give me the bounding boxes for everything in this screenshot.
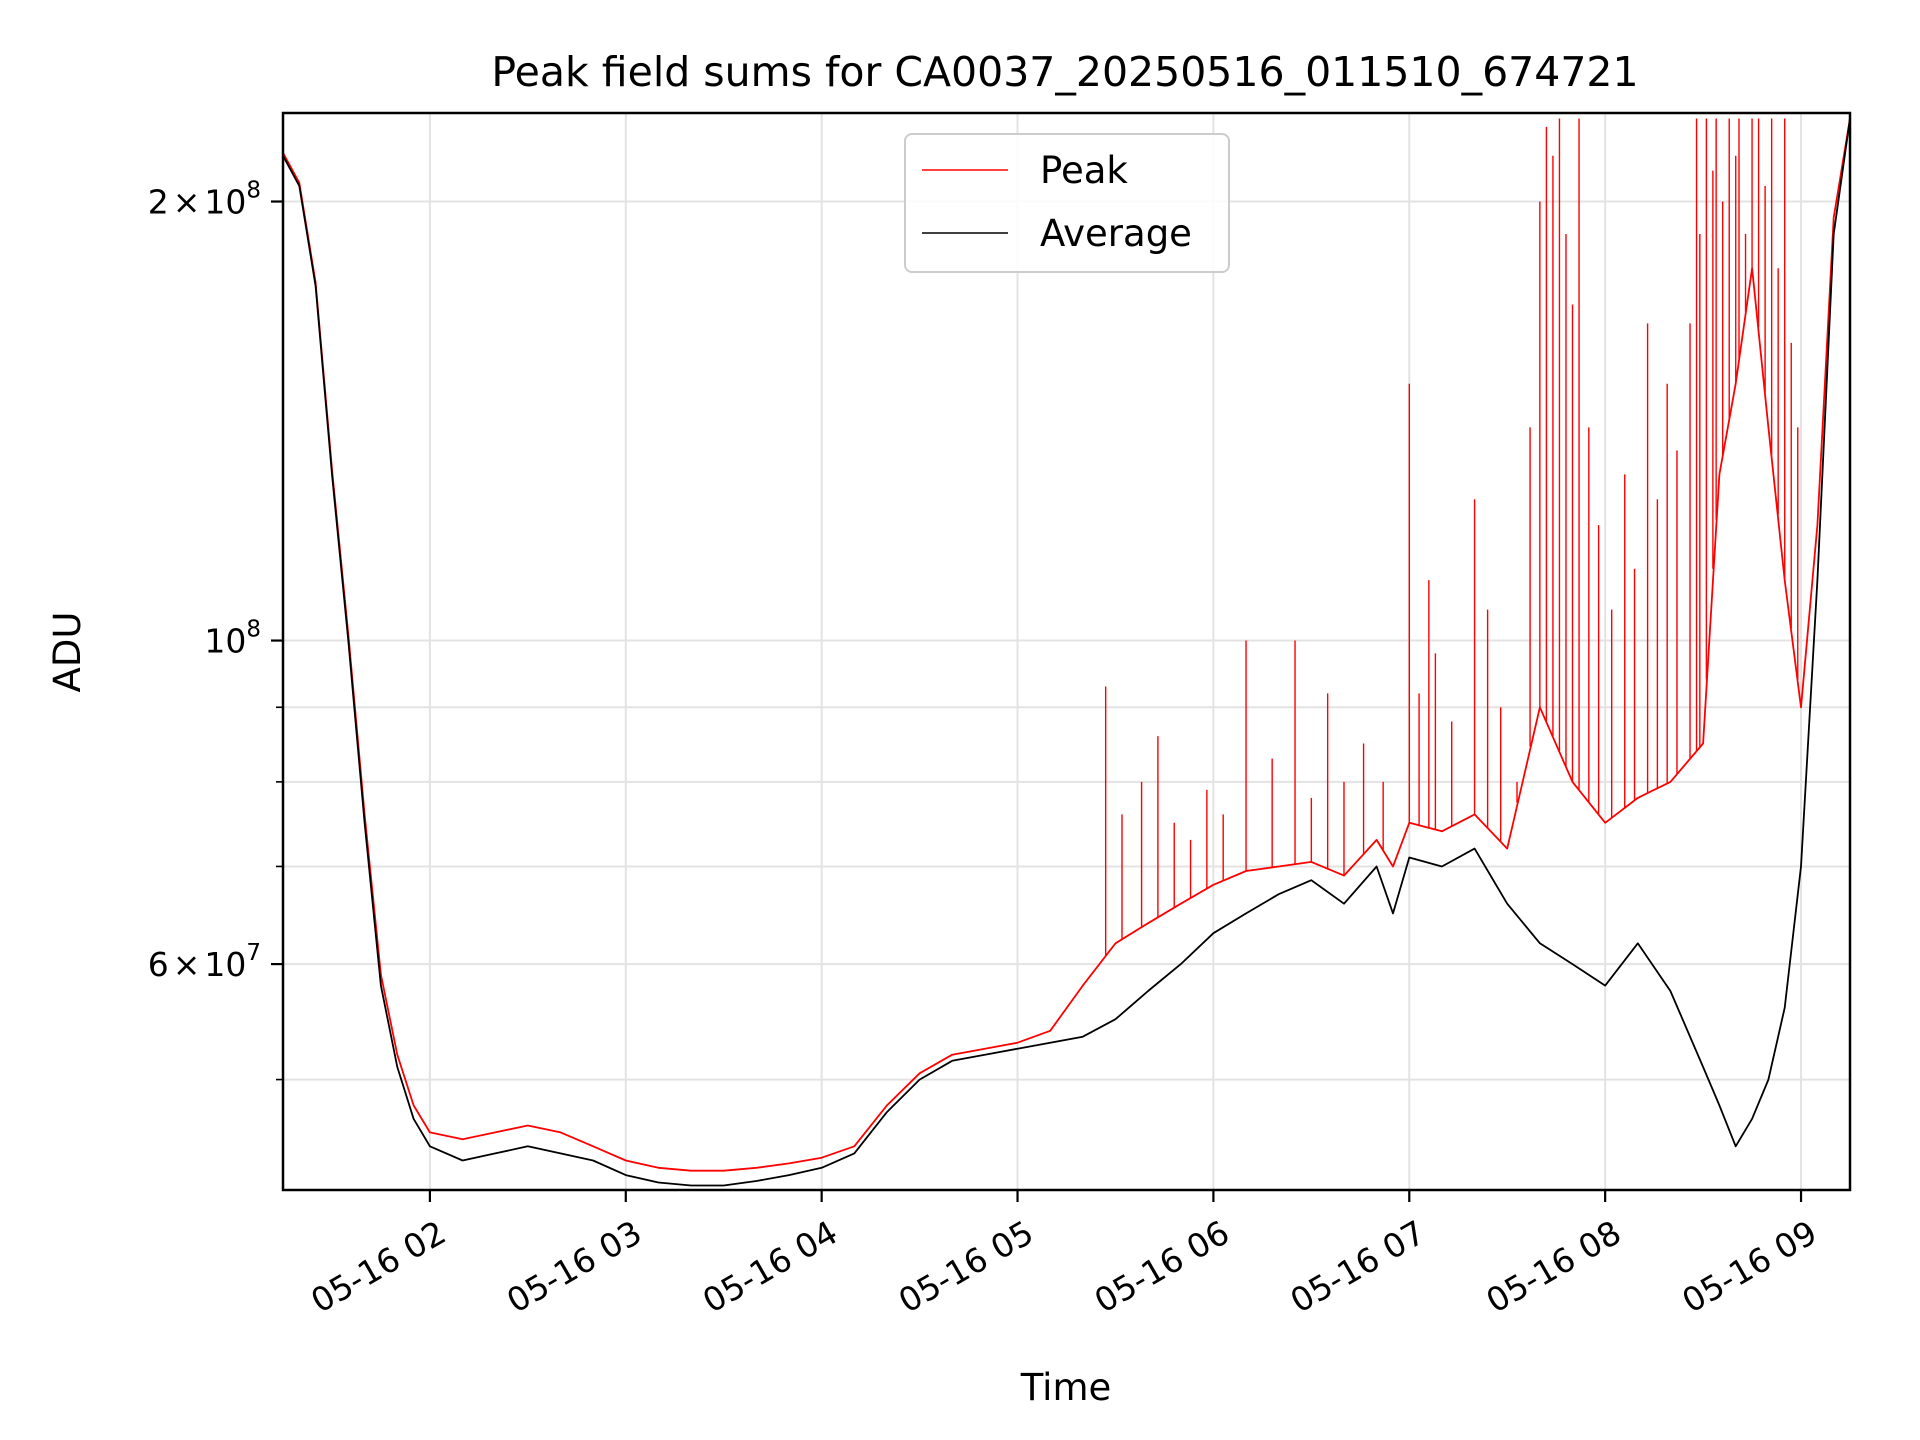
legend: Peak Average <box>904 133 1230 273</box>
series-line-average <box>282 118 1851 1187</box>
x-tick-label: 05-16 04 <box>696 1213 844 1321</box>
x-tick-label: 05-16 05 <box>892 1213 1040 1321</box>
legend-box <box>904 133 1230 273</box>
x-axis: 05-16 02 05-16 03 05-16 04 05-16 05 05-16 06… <box>304 1190 1823 1321</box>
y-tick-label: 108 <box>204 617 261 661</box>
x-tick-label: 05-16 07 <box>1284 1213 1432 1321</box>
plot-frame <box>281 111 1852 1192</box>
y-tick-mantissa: 6 <box>148 945 169 984</box>
y-tick-base: 10 <box>204 183 246 222</box>
y-tick-label: 6 × 107 <box>148 940 261 984</box>
y-tick-times: × <box>173 183 201 222</box>
x-tick-label: 05-16 08 <box>1480 1213 1628 1321</box>
chart-title: Peak field sums for CA0037_20250516_0115… <box>491 48 1638 96</box>
data-layer <box>282 118 1851 1187</box>
y-tick-exponent: 8 <box>246 178 261 204</box>
legend-label-peak: Peak <box>1040 149 1128 192</box>
y-axis-label: ADU <box>46 612 89 693</box>
x-tick-label: 05-16 03 <box>500 1213 648 1321</box>
legend-label-average: Average <box>1040 212 1192 255</box>
y-tick-exponent: 7 <box>246 940 261 966</box>
y-tick-times: × <box>173 945 201 984</box>
y-tick-mantissa: 2 <box>148 183 169 222</box>
y-tick-base: 10 <box>204 622 246 661</box>
x-tick-label: 05-16 02 <box>304 1213 452 1321</box>
y-tick-exponent: 8 <box>246 617 261 643</box>
x-axis-label: Time <box>1020 1366 1112 1409</box>
x-tick-label: 05-16 06 <box>1088 1213 1236 1321</box>
series-line-peak <box>282 118 1851 1172</box>
grid <box>283 113 1850 1190</box>
y-tick-label: 2 × 108 <box>148 178 261 222</box>
x-tick-label: 05-16 09 <box>1675 1213 1823 1321</box>
y-tick-base: 10 <box>204 945 246 984</box>
